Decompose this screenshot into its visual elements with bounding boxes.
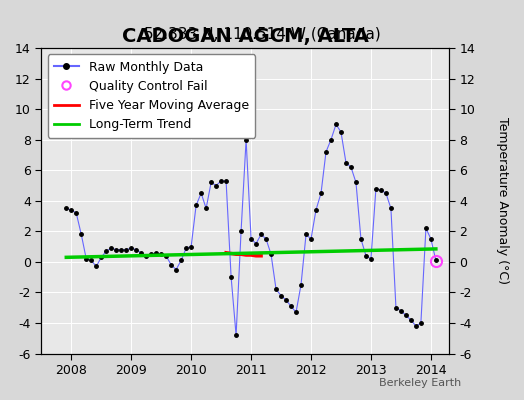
Text: Berkeley Earth: Berkeley Earth (379, 378, 461, 388)
Legend: Raw Monthly Data, Quality Control Fail, Five Year Moving Average, Long-Term Tren: Raw Monthly Data, Quality Control Fail, … (48, 54, 255, 138)
Title: CADOGAN AGCM, ALTA: CADOGAN AGCM, ALTA (122, 28, 368, 46)
Text: 52.333 N, 110.514 W (Canada): 52.333 N, 110.514 W (Canada) (144, 26, 380, 42)
Y-axis label: Temperature Anomaly (°C): Temperature Anomaly (°C) (496, 117, 509, 284)
